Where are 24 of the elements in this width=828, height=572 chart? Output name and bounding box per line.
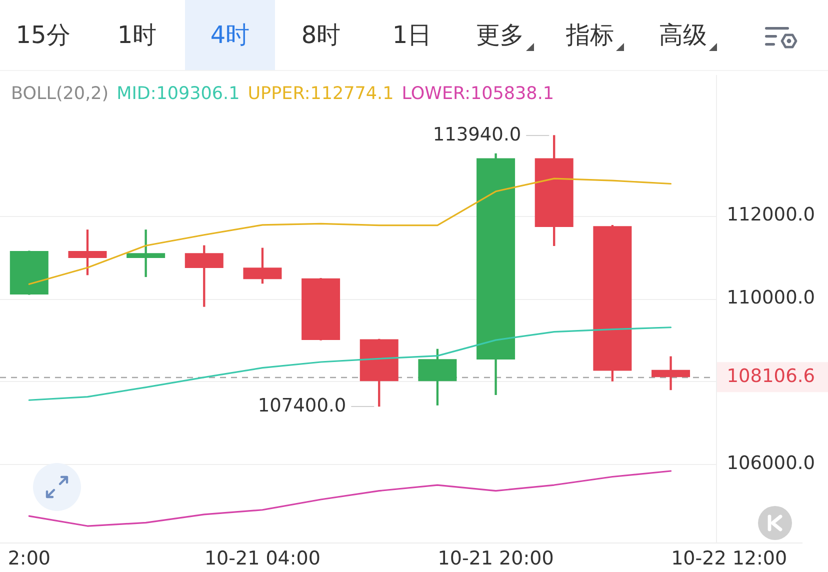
y-tick-label: 110000.0 bbox=[726, 287, 815, 308]
y-tick-label: 108106.6 bbox=[726, 366, 815, 387]
text: 1日 bbox=[392, 21, 432, 49]
x-tick-label: 2:00 bbox=[8, 547, 50, 570]
text: 指标 bbox=[566, 21, 614, 49]
x-tick-label: 10-21 20:00 bbox=[438, 547, 554, 570]
text: 更多 bbox=[476, 21, 524, 49]
x-tick-label: 10-21 04:00 bbox=[204, 547, 320, 570]
candlestick bbox=[126, 230, 166, 278]
text: 15分 bbox=[16, 21, 70, 49]
text: 高级 bbox=[659, 21, 707, 49]
text: 1时 bbox=[117, 21, 157, 49]
legend-title: BOLL(20,2) bbox=[11, 84, 109, 104]
x-tick-label: 10-22 12:00 bbox=[671, 547, 788, 570]
y-tick-label: 112000.0 bbox=[726, 204, 815, 226]
text: UPPER:112774.1 bbox=[248, 84, 394, 104]
text: MID:109306.1 bbox=[116, 84, 240, 104]
text: 4时 bbox=[210, 21, 250, 49]
text: LOWER:105838.1 bbox=[402, 84, 554, 104]
annotation: 113940.0 bbox=[432, 124, 522, 146]
candlestick bbox=[652, 356, 690, 390]
annotation: 107400.0 bbox=[258, 395, 346, 416]
y-tick-label: 106000.0 bbox=[726, 453, 815, 474]
text: 8时 bbox=[301, 21, 341, 49]
